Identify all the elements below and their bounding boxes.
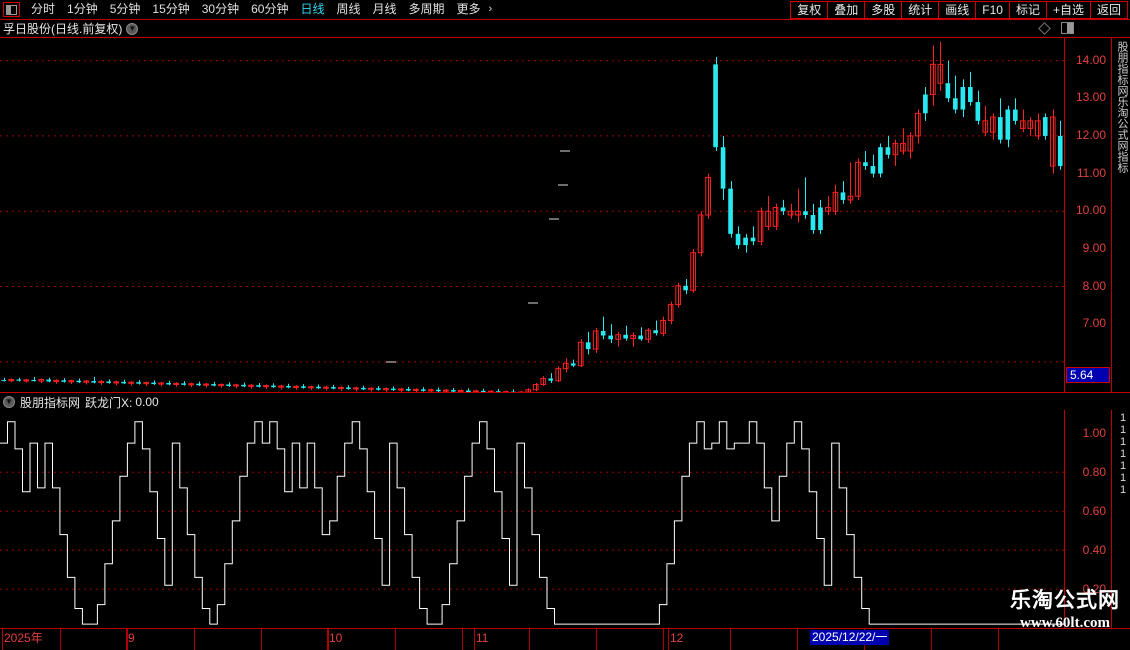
last-price-tag: 5.64 bbox=[1066, 367, 1110, 384]
date-tick bbox=[261, 629, 262, 650]
date-tick bbox=[60, 629, 61, 650]
price-side-watermark: 股朋指标网乐淘公式网指标 bbox=[1116, 41, 1128, 173]
date-tick bbox=[194, 629, 195, 650]
panel-layout-icon[interactable] bbox=[3, 2, 20, 17]
timeframe-tab-8[interactable]: 月线 bbox=[372, 2, 397, 16]
date-major-tick bbox=[327, 629, 328, 650]
date-tick bbox=[998, 629, 999, 650]
indicator-site-name: 股朋指标网 bbox=[20, 395, 81, 410]
toolbar-button-F10[interactable]: F10 bbox=[975, 1, 1010, 19]
date-label-11: 11 bbox=[476, 631, 489, 645]
chart-title-row: 孚日股份(日线.前复权) ▼ bbox=[0, 20, 1130, 37]
timeframe-tab-6[interactable]: 日线 bbox=[300, 2, 325, 16]
chevron-down-icon[interactable]: ▼ bbox=[126, 22, 139, 35]
panel-layout-glyph bbox=[6, 4, 17, 15]
timeframe-tab-7[interactable]: 周线 bbox=[336, 2, 361, 16]
toolbar-button-返回[interactable]: 返回 bbox=[1089, 1, 1128, 19]
price-side-strip: 股朋指标网乐淘公式网指标 bbox=[1111, 37, 1130, 393]
diamond-icon[interactable] bbox=[1038, 21, 1051, 35]
timeframe-tabs: 分时 1分钟 5分钟 15分钟 30分钟 60分钟 日线 周线 月线 多周期 更多 › bbox=[25, 0, 498, 19]
price-tick-12.00: 12.00 bbox=[1075, 127, 1106, 142]
toolbar-right-buttons: 复权 叠加 多股 统计 画线 F10 标记 +自选 返回 bbox=[790, 1, 1128, 19]
toolbar-button-统计[interactable]: 统计 bbox=[901, 1, 940, 19]
date-tick bbox=[730, 629, 731, 650]
price-tick-10.00: 10.00 bbox=[1075, 203, 1106, 218]
toolbar-button-+自选[interactable]: +自选 bbox=[1045, 1, 1091, 19]
date-label-12: 12 bbox=[670, 631, 684, 645]
indicator-tick-1.00: 1.00 bbox=[1082, 426, 1106, 441]
mini-panel-icon[interactable] bbox=[1061, 22, 1074, 34]
date-tick bbox=[328, 629, 329, 650]
candlestick-chart bbox=[0, 41, 1064, 392]
date-axis[interactable]: 2025年 9 10 11 12 2025/12/22/一 bbox=[0, 628, 1130, 650]
price-tick-8.00: 8.00 bbox=[1082, 278, 1106, 293]
date-tick bbox=[462, 629, 463, 650]
price-axis: 14.00 13.00 12.00 11.00 10.00 9.00 8.00 7.00 5.… bbox=[1064, 37, 1130, 393]
indicator-tick-0.20: 0.20 bbox=[1082, 582, 1106, 597]
date-tick bbox=[931, 629, 932, 650]
top-toolbar: 分时 1分钟 5分钟 15分钟 30分钟 60分钟 日线 周线 月线 多周期 更多 › 复权 叠加 多股统… bbox=[0, 0, 1130, 20]
date-tick bbox=[529, 629, 530, 650]
indicator-side-watermark: 1111111 bbox=[1117, 412, 1129, 496]
indicator-side-strip: 1111111 bbox=[1111, 410, 1130, 628]
timeframe-tab-4[interactable]: 30分钟 bbox=[201, 2, 240, 16]
date-tick bbox=[395, 629, 396, 650]
indicator-line-chart bbox=[0, 421, 1064, 625]
timeframe-tab-5[interactable]: 60分钟 bbox=[251, 2, 289, 16]
date-tick bbox=[797, 629, 798, 650]
page-title: 孚日股份(日线.前复权) bbox=[3, 22, 123, 36]
indicator-chart-pane[interactable] bbox=[0, 410, 1130, 628]
date-label-10: 10 bbox=[329, 631, 343, 645]
toolbar-button-标记[interactable]: 标记 bbox=[1008, 1, 1047, 19]
date-label-2025年: 2025年 bbox=[4, 631, 43, 645]
timeframe-tab-3[interactable]: 15分钟 bbox=[152, 2, 190, 16]
toolbar-button-画线[interactable]: 画线 bbox=[938, 1, 977, 19]
date-major-tick bbox=[2, 629, 3, 650]
date-major-tick bbox=[126, 629, 127, 650]
indicator-chevron-down-icon[interactable]: ▼ bbox=[3, 396, 15, 408]
toolbar-button-多股[interactable]: 多股 bbox=[864, 1, 903, 19]
date-label-9: 9 bbox=[128, 631, 135, 645]
date-major-tick bbox=[668, 629, 669, 650]
date-major-tick bbox=[474, 629, 475, 650]
price-chart-pane[interactable] bbox=[0, 37, 1130, 393]
timeframe-tab-9[interactable]: 多周期 bbox=[408, 2, 445, 16]
price-tick-7.00: 7.00 bbox=[1082, 316, 1106, 331]
indicator-value: 0.00 bbox=[135, 395, 159, 409]
indicator-tick-0.80: 0.80 bbox=[1082, 465, 1106, 480]
timeframe-tab-0[interactable]: 分时 bbox=[31, 2, 56, 16]
indicator-tick-0.40: 0.40 bbox=[1082, 543, 1106, 558]
timeframe-tab-1[interactable]: 1分钟 bbox=[67, 2, 98, 16]
toolbar-button-叠加[interactable]: 叠加 bbox=[827, 1, 866, 19]
date-tick bbox=[127, 629, 128, 650]
timeframe-tab-10[interactable]: 更多 bbox=[456, 2, 481, 16]
more-chevron-icon[interactable]: › bbox=[488, 3, 493, 15]
selected-date-label: 2025/12/22/一 bbox=[810, 630, 890, 645]
price-tick-14.00: 14.00 bbox=[1075, 52, 1106, 67]
indicator-name[interactable]: 跃龙门X: bbox=[85, 395, 133, 410]
price-tick-9.00: 9.00 bbox=[1082, 240, 1106, 255]
price-tick-13.00: 13.00 bbox=[1075, 90, 1106, 105]
title-icon-group bbox=[1038, 21, 1074, 35]
indicator-header: ▼ 股朋指标网 跃龙门X: 0.00 bbox=[0, 394, 1130, 410]
indicator-axis: 1.00 0.80 0.60 0.40 0.20 1111111 bbox=[1064, 410, 1130, 628]
date-tick bbox=[596, 629, 597, 650]
timeframe-tab-2[interactable]: 5分钟 bbox=[109, 2, 141, 16]
price-tick-11.00: 11.00 bbox=[1076, 165, 1106, 180]
toolbar-button-复权[interactable]: 复权 bbox=[790, 1, 829, 19]
indicator-tick-0.60: 0.60 bbox=[1082, 504, 1106, 519]
date-tick bbox=[663, 629, 664, 650]
